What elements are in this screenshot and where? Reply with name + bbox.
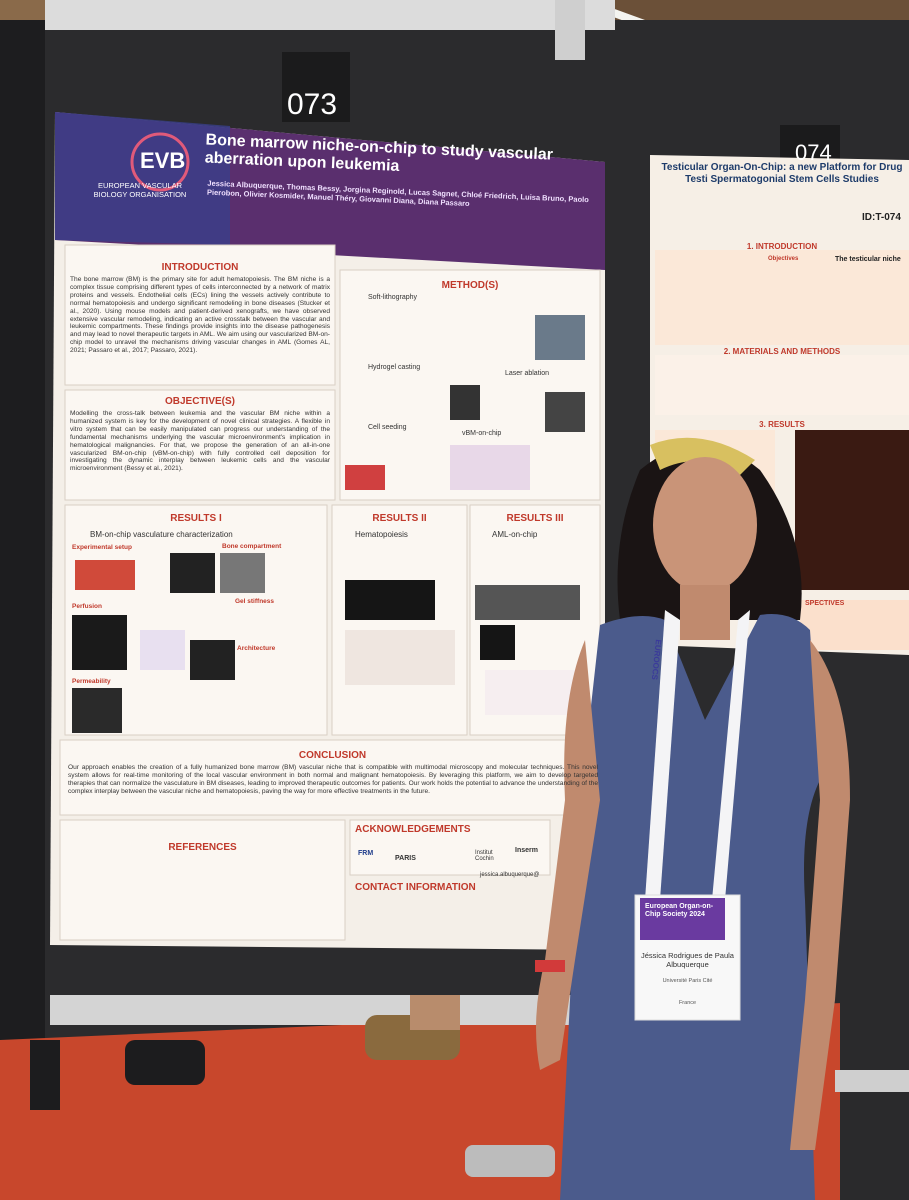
panel: [655, 250, 909, 345]
section-heading: 3. RESULTS: [759, 420, 805, 429]
method-step: vBM-on-chip: [462, 430, 502, 437]
section-heading: 2. MATERIALS AND METHODS: [723, 347, 841, 356]
logo: PARIS: [395, 855, 416, 862]
rail: [465, 1145, 555, 1177]
header-art: [55, 112, 230, 245]
badge-event: European Organ-on-Chip Society 2024: [645, 903, 714, 919]
section-heading: 1. INTRODUCTION: [746, 242, 818, 251]
badge-affiliation: Université Paris Cité: [662, 978, 713, 984]
logo: Institut Cochin: [475, 850, 494, 862]
photo: [475, 585, 580, 620]
photo: [170, 553, 215, 593]
lanyard: [645, 610, 680, 900]
section-heading: RESULTS III: [506, 513, 564, 524]
label: Perfusion: [72, 603, 102, 610]
lanyard: [712, 610, 750, 900]
badge-header: [640, 898, 725, 940]
section-heading: ACKNOWLEDGEMENTS: [355, 824, 471, 835]
poster-number: 074: [795, 140, 832, 165]
logo: EVB: [140, 148, 186, 173]
rail: [835, 1070, 909, 1092]
label: Objectives: [768, 256, 799, 262]
section-heading: METHOD(S): [441, 280, 499, 291]
section-heading: REFERENCES: [168, 842, 237, 853]
chart: [140, 630, 185, 670]
face: [653, 457, 757, 593]
logo-ring: [130, 132, 190, 192]
photo: [795, 430, 909, 590]
photo: [220, 553, 265, 593]
method-step: Soft-lithography: [368, 294, 418, 301]
panel: [59, 819, 346, 941]
subheading: BM-on-chip vasculature characterization: [90, 530, 233, 539]
board-post: [555, 0, 585, 60]
shoe: [125, 1040, 205, 1085]
arm: [790, 640, 850, 1150]
photo: [535, 315, 585, 360]
board-side: [840, 930, 909, 1200]
label: Bone compartment: [222, 543, 282, 550]
panel: [64, 244, 336, 386]
poster-title: Testicular Organ-On-Chip: a new Platform…: [661, 162, 903, 185]
subheading: Hematopoiesis: [355, 530, 408, 539]
chart: [345, 630, 455, 685]
photo: [545, 392, 585, 432]
number-card: [282, 52, 350, 122]
panel: [349, 819, 551, 876]
panel: [655, 355, 909, 415]
wristband: [535, 960, 565, 972]
paragraph: Our approach enables the creation of a f…: [68, 764, 598, 795]
diagram: [345, 465, 385, 490]
section-heading: CONTACT INFORMATION: [355, 882, 476, 893]
photo: [72, 688, 122, 733]
photo: [190, 640, 235, 680]
method-step: Cell seeding: [368, 424, 407, 431]
neck: [680, 585, 730, 640]
photo: [450, 385, 480, 420]
paragraph: The bone marrow (BM) is the primary site…: [70, 276, 330, 355]
diagram: [75, 560, 135, 590]
section-heading: OBJECTIVE(S): [164, 396, 235, 407]
shoe: [30, 1040, 60, 1110]
board-base: [50, 995, 610, 1025]
label: The testicular niche: [835, 256, 901, 263]
label: Permeability: [72, 678, 111, 685]
badge-name: Jéssica Rodrigues de Paula Albuquerque: [641, 951, 734, 969]
leg: [410, 995, 460, 1030]
photo: [345, 580, 435, 620]
label: Gel stiffness: [235, 598, 275, 605]
label: Experimental setup: [72, 544, 132, 551]
board-frame: [45, 0, 615, 30]
panel: [800, 600, 909, 650]
organisation: EUROPEAN VASCULAR BIOLOGY ORGANISATION: [93, 181, 187, 199]
section-heading: RESULTS II: [372, 513, 427, 524]
poster-number: 073: [287, 88, 338, 121]
panel: [64, 389, 336, 501]
photo: [72, 615, 127, 670]
section-heading: RESULTS I: [170, 513, 222, 524]
method-step: Laser ablation: [505, 370, 549, 377]
photo: [480, 625, 515, 660]
section-heading: SPECTIVES: [805, 600, 845, 607]
logo: FRM: [358, 850, 374, 857]
email: jessica.albuquerque@: [480, 872, 540, 878]
diagram: [450, 445, 530, 490]
board-side: [0, 20, 45, 1120]
method-step: Hydrogel casting: [368, 364, 421, 371]
poster-id: ID:T-074: [862, 212, 901, 223]
section-heading: CONCLUSION: [298, 750, 367, 761]
section-heading: INTRODUCTION: [161, 262, 239, 273]
label: Architecture: [237, 645, 276, 652]
badge-country: France: [678, 1000, 697, 1006]
subheading: AML-on-chip: [492, 530, 538, 539]
paragraph: Modelling the cross-talk between leukemi…: [70, 410, 330, 473]
logo: Inserm: [515, 847, 538, 854]
